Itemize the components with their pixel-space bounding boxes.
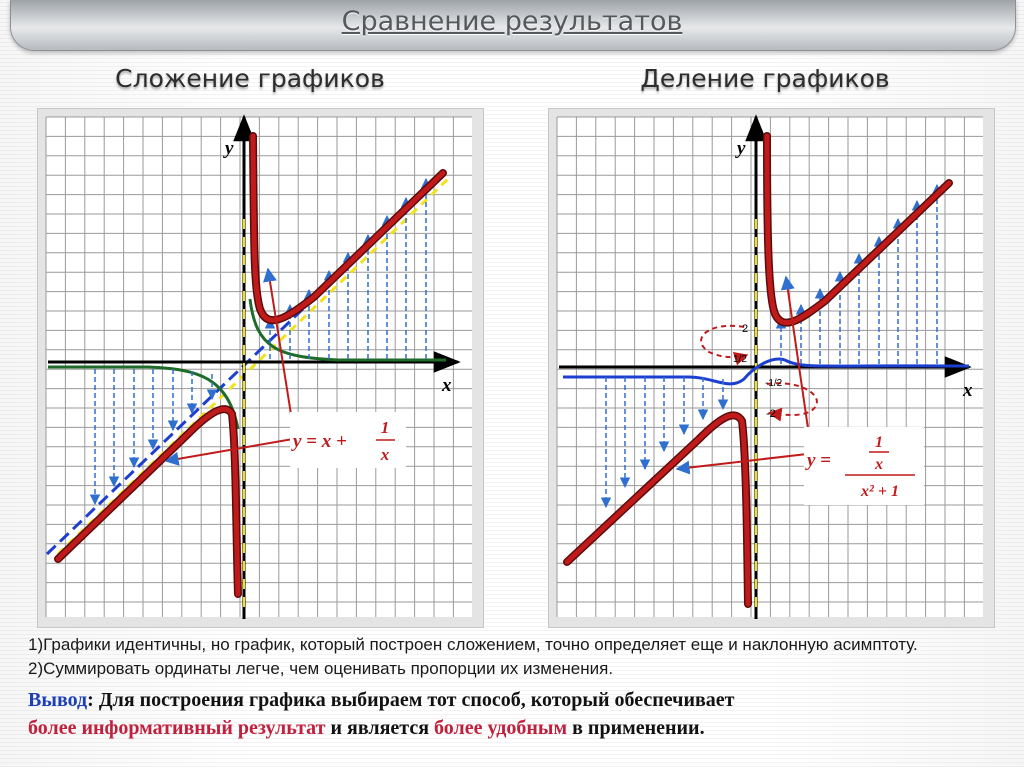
conclusions: 1)Графики идентичны, но график, который … xyxy=(28,633,1008,742)
tick-label-2: 2 xyxy=(742,323,748,335)
conclusion-label: Вывод xyxy=(28,689,88,711)
formula-denominator: x xyxy=(380,445,390,464)
tick-label-minus-2: -2 xyxy=(766,408,776,420)
x-axis-label: x xyxy=(962,380,973,401)
title-bar xyxy=(10,0,1016,51)
formula-numerator: 1 xyxy=(381,418,390,437)
x-axis-label: x xyxy=(441,375,452,396)
conclusion-text: Вывод: Для построения графика выбираем т… xyxy=(28,686,1008,742)
division-graph-panel: 2 1/2 -1/2 -2 y x y = 1 x x² + 1 xyxy=(548,108,995,628)
division-graph: 2 1/2 -1/2 -2 y x y = 1 x x² + 1 xyxy=(556,114,983,619)
y-axis-label: y xyxy=(735,138,746,159)
result-branch-negative xyxy=(55,406,241,597)
tick-label-minus-half: -1/2 xyxy=(765,378,783,389)
conclusion-end: в применении. xyxy=(567,717,705,739)
slide-title: Сравнение результатов xyxy=(341,6,683,37)
conclusion-red-2: более удобным xyxy=(434,717,568,739)
addition-graph: y x y = x + 1 x xyxy=(45,114,472,619)
result-branch-positive xyxy=(764,133,952,326)
formula-denominator: x² + 1 xyxy=(860,483,899,500)
ordinate-arrows xyxy=(89,177,432,506)
formula-lhs: y = xyxy=(805,450,831,471)
reciprocal-loop-upper xyxy=(700,324,749,366)
conclusion-part-1: Для построения графика выбираем тот спос… xyxy=(98,689,735,711)
formula-pointer-up xyxy=(263,267,294,428)
formula-pointer-down xyxy=(164,438,294,466)
observation-text: 1)Графики идентичны, но график, который … xyxy=(28,635,918,678)
addition-graph-panel: y x y = x + 1 x xyxy=(37,108,484,628)
conclusion-colon: : xyxy=(87,689,99,711)
formula-numerator-x: x xyxy=(874,456,883,473)
y-axis-label: y xyxy=(223,138,234,159)
formula-box xyxy=(804,427,924,505)
denominator-curve xyxy=(563,357,970,386)
right-heading: Деление графиков xyxy=(640,64,890,93)
hyperbola-branch-positive xyxy=(248,298,446,362)
tick-label-half: 1/2 xyxy=(733,354,747,365)
result-branch-positive xyxy=(250,133,446,323)
result-branch-negative xyxy=(564,413,751,607)
formula-lhs: y = x + xyxy=(291,431,347,452)
formula-numerator-1: 1 xyxy=(875,434,883,451)
left-heading: Сложение графиков xyxy=(115,64,385,93)
conclusion-mid: и является xyxy=(325,717,435,739)
conclusion-red-1: более информативный результат xyxy=(28,717,326,739)
formula-pointer-up xyxy=(780,275,812,450)
formula-pointer-down xyxy=(675,453,808,475)
